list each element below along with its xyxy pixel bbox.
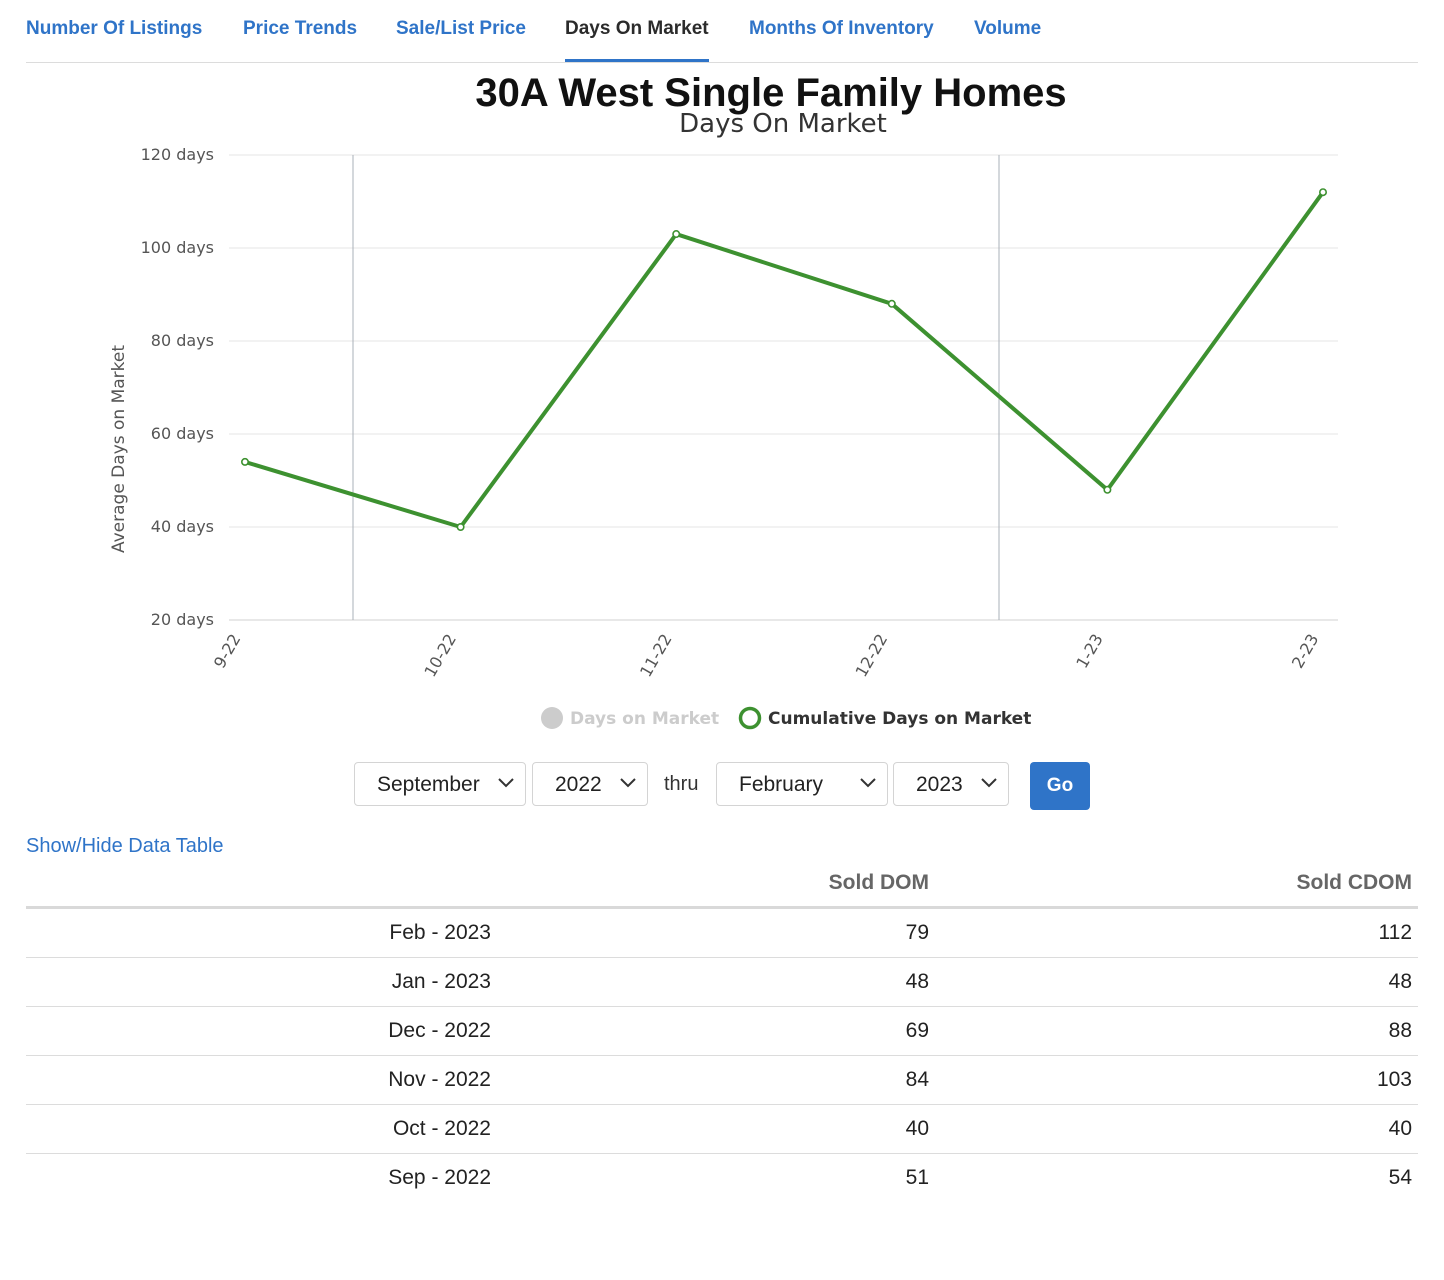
data-point[interactable] <box>1103 485 1112 494</box>
table-row: Feb - 2023 79 112 <box>26 907 1418 958</box>
cell-period: Feb - 2023 <box>26 907 497 958</box>
chevron-down-icon <box>860 778 876 788</box>
tab-number-of-listings[interactable]: Number Of Listings <box>26 18 203 39</box>
legend-marker-days-on-market <box>541 707 563 729</box>
table-row: Nov - 2022 84 103 <box>26 1055 1418 1105</box>
chevron-down-icon <box>620 778 636 788</box>
x-tick-label: 9-22 <box>210 631 245 672</box>
cell-sold-cdom: 48 <box>935 957 1418 1007</box>
data-point[interactable] <box>1319 188 1328 197</box>
legend-item-cumulative-days-on-market[interactable]: Cumulative Days on Market <box>738 706 1032 730</box>
cell-sold-cdom: 54 <box>1388 1166 1412 1189</box>
y-axis-title: Average Days on Market <box>109 345 129 553</box>
chevron-down-icon <box>498 778 514 788</box>
table-row: Jan - 2023 48 48 <box>26 957 1418 1007</box>
cell-period: Sep - 2022 <box>388 1166 491 1189</box>
header-sold-cdom: Sold CDOM <box>935 860 1418 909</box>
x-tick-label: 12-22 <box>852 631 892 681</box>
cell-sold-dom: 79 <box>497 907 935 958</box>
cell-sold-dom: 51 <box>905 1166 929 1189</box>
x-tick-label: 11-22 <box>636 631 676 681</box>
cell-sold-dom: 84 <box>497 1055 935 1105</box>
y-tick-label: 120 days <box>141 145 214 164</box>
data-point[interactable] <box>887 299 896 308</box>
start-month-select[interactable]: September <box>354 762 526 806</box>
end-month-value: February <box>739 773 824 796</box>
start-year-select[interactable]: 2022 <box>532 762 648 806</box>
data-point[interactable] <box>672 230 681 239</box>
data-table: Sold DOM Sold CDOM Feb - 2023 79 112 Jan… <box>26 860 1418 1202</box>
chart-title: 30A West Single Family Homes <box>475 71 1066 115</box>
cell-sold-cdom: 88 <box>935 1006 1418 1056</box>
data-point[interactable] <box>456 522 465 531</box>
cell-sold-cdom: 112 <box>935 907 1418 958</box>
chart-legend: Days on Market Cumulative Days on Market <box>541 706 1032 730</box>
cell-sold-dom: 48 <box>497 957 935 1007</box>
tab-price-trends[interactable]: Price Trends <box>243 18 358 39</box>
cell-period: Oct - 2022 <box>26 1104 497 1154</box>
tab-volume[interactable]: Volume <box>974 18 1042 39</box>
series-points <box>241 188 1328 531</box>
y-axis-ticks: 20 days 40 days 60 days 80 days 100 days 120 … <box>141 145 214 629</box>
cell-period: Jan - 2023 <box>26 957 497 1007</box>
y-tick-label: 100 days <box>141 238 214 257</box>
days-on-market-chart: 30A West Single Family Homes Days On Mar… <box>109 71 1338 730</box>
data-point[interactable] <box>241 457 250 466</box>
start-year-value: 2022 <box>555 773 602 796</box>
cell-period: Nov - 2022 <box>26 1055 497 1105</box>
table-row: Sep - 2022 51 54 <box>26 1154 1418 1203</box>
tab-sale-list-price[interactable]: Sale/List Price <box>396 18 526 39</box>
range-separator: thru <box>664 773 699 795</box>
cell-sold-cdom: 40 <box>935 1104 1418 1154</box>
x-tick-label: 1-23 <box>1072 631 1107 672</box>
legend-label-cumulative-days-on-market: Cumulative Days on Market <box>768 709 1031 729</box>
tab-months-of-inventory[interactable]: Months Of Inventory <box>749 18 934 39</box>
table-header-row: Sold DOM Sold CDOM <box>26 860 1418 909</box>
y-tick-label: 60 days <box>151 424 214 443</box>
end-year-value: 2023 <box>916 773 963 796</box>
x-axis-ticks: 9-22 10-22 11-22 12-22 1-23 2-23 <box>210 631 1323 681</box>
legend-marker-cumulative-days-on-market <box>738 706 762 730</box>
header-sold-dom: Sold DOM <box>497 860 935 909</box>
y-tick-label: 40 days <box>151 517 214 536</box>
legend-item-days-on-market[interactable]: Days on Market <box>541 707 719 729</box>
x-tick-label: 2-23 <box>1288 631 1323 672</box>
start-month-value: September <box>377 773 480 796</box>
grid-lines <box>229 154 1338 621</box>
cell-sold-cdom: 103 <box>935 1055 1418 1105</box>
series-line-cumulative-days-on-market <box>244 191 1325 529</box>
cell-sold-dom: 40 <box>497 1104 935 1154</box>
chevron-down-icon <box>981 778 997 788</box>
cell-period: Dec - 2022 <box>26 1006 497 1056</box>
legend-label-days-on-market: Days on Market <box>570 709 719 729</box>
y-tick-label: 80 days <box>151 331 214 350</box>
chart-subtitle: Days On Market <box>679 109 887 139</box>
show-hide-data-table-link[interactable]: Show/Hide Data Table <box>26 835 224 857</box>
tab-bar: Number Of Listings Price Trends Sale/Lis… <box>26 0 1418 63</box>
header-period <box>26 860 497 909</box>
table-row: Dec - 2022 69 88 <box>26 1006 1418 1056</box>
x-tick-label: 10-22 <box>420 631 460 681</box>
end-month-select[interactable]: February <box>716 762 888 806</box>
table-row: Oct - 2022 40 40 <box>26 1104 1418 1154</box>
tab-days-on-market[interactable]: Days On Market <box>565 18 709 62</box>
go-button[interactable]: Go <box>1030 762 1090 810</box>
y-tick-label: 20 days <box>151 610 214 629</box>
cell-sold-dom: 69 <box>497 1006 935 1056</box>
date-range-controls: September 2022 thru February 2023 Go <box>0 762 1444 810</box>
end-year-select[interactable]: 2023 <box>893 762 1009 806</box>
series-lines <box>244 191 1325 529</box>
